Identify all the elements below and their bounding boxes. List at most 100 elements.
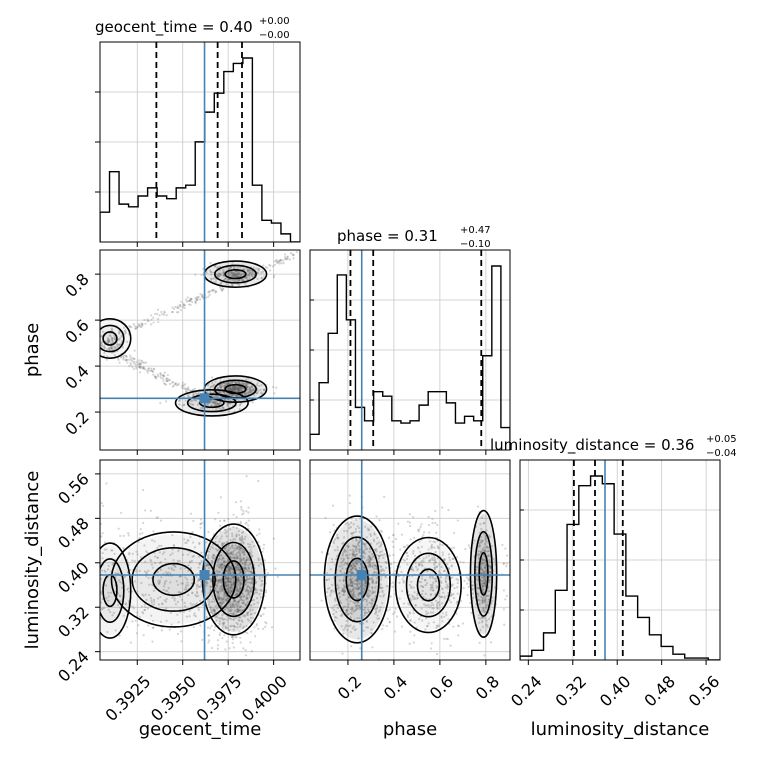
- sample-point: [330, 583, 334, 587]
- sample-point: [486, 625, 489, 628]
- sample-point: [237, 273, 240, 276]
- sample-point: [240, 619, 243, 622]
- sample-point: [344, 554, 348, 557]
- sample-point: [231, 635, 234, 639]
- sample-point: [219, 265, 222, 268]
- sample-point: [227, 583, 230, 587]
- sample-point: [251, 579, 254, 582]
- sample-point: [166, 374, 169, 377]
- sample-point: [424, 617, 428, 620]
- sample-point: [134, 327, 137, 330]
- sample-point: [239, 560, 242, 563]
- sample-point: [211, 612, 214, 615]
- sample-point: [420, 561, 423, 564]
- sample-point: [238, 386, 241, 389]
- sample-point: [205, 564, 208, 567]
- sample-point: [222, 560, 226, 563]
- sample-point: [348, 584, 352, 587]
- sample-point: [225, 393, 228, 396]
- density-shade: [100, 545, 130, 636]
- sample-point: [355, 562, 358, 565]
- x-axis-label-phase: phase: [383, 719, 437, 740]
- sample-point: [224, 594, 228, 598]
- sample-point: [241, 550, 244, 554]
- sample-point: [219, 590, 222, 593]
- sample-point: [208, 639, 211, 642]
- sample-point: [249, 543, 252, 546]
- sample-point: [233, 387, 236, 390]
- sample-point: [146, 318, 149, 321]
- sample-point: [406, 554, 409, 558]
- sample-point: [409, 618, 412, 621]
- sample-point: [109, 610, 112, 614]
- sample-point: [232, 386, 235, 389]
- sample-point: [239, 641, 242, 644]
- sample-point: [352, 601, 355, 604]
- sample-point: [103, 541, 107, 544]
- sample-point: [177, 591, 180, 594]
- sample-point: [237, 275, 240, 278]
- sample-point: [218, 384, 221, 387]
- sample-point: [445, 611, 448, 614]
- sample-point: [264, 591, 267, 594]
- sample-point: [231, 387, 234, 391]
- sample-point: [249, 562, 252, 565]
- sample-point: [408, 524, 412, 528]
- sample-point: [213, 383, 216, 386]
- sample-point: [126, 588, 129, 591]
- sample-point: [427, 548, 430, 551]
- sample-point: [483, 549, 486, 552]
- sample-point: [331, 560, 334, 564]
- sample-point: [341, 587, 344, 590]
- sample-point: [244, 392, 247, 395]
- sample-point: [232, 599, 236, 602]
- sample-point: [231, 534, 234, 538]
- sample-point: [241, 602, 245, 605]
- sample-point: [225, 584, 228, 588]
- sample-point: [364, 611, 367, 614]
- sample-point: [118, 331, 121, 334]
- sample-point: [251, 540, 254, 544]
- sample-point: [106, 355, 109, 358]
- sample-point: [487, 598, 491, 601]
- sample-point: [425, 625, 429, 628]
- sample-point: [105, 597, 108, 600]
- sample-point: [107, 347, 111, 350]
- sample-point: [371, 581, 374, 584]
- sample-point: [386, 617, 389, 621]
- sample-point: [368, 560, 372, 563]
- sample-point: [100, 601, 103, 604]
- sample-point: [257, 564, 260, 567]
- sample-point: [366, 594, 369, 598]
- sample-point: [250, 555, 253, 558]
- sample-point: [441, 587, 444, 590]
- sample-point: [232, 525, 235, 529]
- sample-point: [218, 570, 221, 574]
- sample-point: [238, 579, 241, 582]
- sample-point: [377, 560, 381, 563]
- sample-point: [489, 566, 492, 569]
- sample-point: [181, 384, 184, 387]
- y-axis-label-phase: phase: [22, 323, 43, 377]
- sample-point: [241, 548, 244, 551]
- sample-point: [349, 578, 352, 581]
- sample-point: [117, 358, 120, 361]
- sample-point: [502, 608, 505, 611]
- sample-point: [342, 578, 345, 582]
- sample-point: [181, 381, 184, 384]
- sample-point: [483, 582, 486, 585]
- sample-point: [332, 541, 336, 545]
- sample-point: [211, 401, 214, 404]
- sample-point: [219, 524, 222, 527]
- sample-point: [470, 611, 473, 615]
- sample-point: [113, 572, 117, 575]
- sample-point: [161, 377, 164, 380]
- sample-point: [213, 607, 216, 611]
- sample-point: [344, 624, 348, 627]
- sample-point: [254, 582, 257, 585]
- sample-point: [436, 607, 439, 610]
- sample-point: [491, 599, 494, 602]
- sample-point: [141, 324, 144, 327]
- sample-point: [155, 312, 159, 315]
- sample-point: [222, 271, 225, 275]
